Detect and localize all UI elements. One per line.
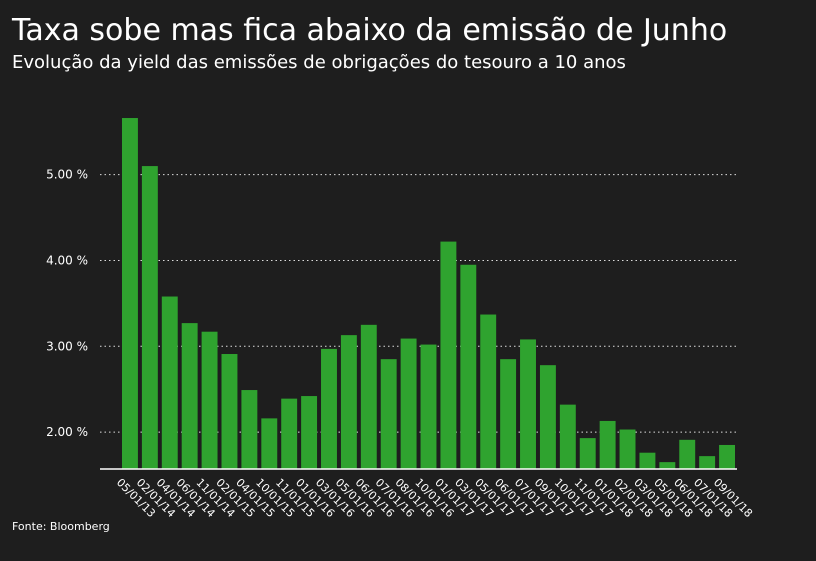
source: Fonte: Bloomberg (12, 520, 110, 533)
bar (719, 444, 736, 469)
bar (340, 335, 357, 469)
bar (321, 348, 337, 469)
bar (121, 118, 138, 469)
bar (659, 462, 676, 469)
bar (201, 331, 218, 469)
bar (619, 429, 636, 469)
y-tick-label: 2.00 % (46, 425, 88, 439)
bar (301, 396, 318, 469)
bar (460, 264, 477, 469)
chart-title: Taxa sobe mas fica abaixo da emissão de … (11, 13, 727, 48)
bar (420, 344, 437, 469)
y-tick-label: 5.00 % (46, 168, 88, 182)
bar (500, 359, 517, 469)
bar (559, 404, 576, 469)
bar (539, 365, 556, 469)
bar (699, 456, 716, 469)
bar (241, 390, 258, 469)
bar (281, 398, 298, 469)
chart-subtitle: Evolução da yield das emissões de obriga… (12, 52, 626, 73)
bar (380, 359, 397, 469)
y-tick-label: 3.00 % (46, 339, 88, 353)
bar (221, 354, 238, 469)
bar (480, 314, 497, 469)
bar (141, 166, 158, 469)
bar (261, 418, 278, 469)
bar (639, 452, 656, 469)
bar (400, 338, 417, 469)
y-tick-label: 4.00 % (46, 253, 88, 267)
bar (161, 296, 178, 469)
bar (679, 439, 696, 469)
bar (520, 339, 536, 469)
bar (599, 420, 616, 469)
bar (181, 323, 198, 469)
bar (440, 241, 457, 469)
bar (360, 324, 377, 469)
bar (579, 438, 596, 469)
